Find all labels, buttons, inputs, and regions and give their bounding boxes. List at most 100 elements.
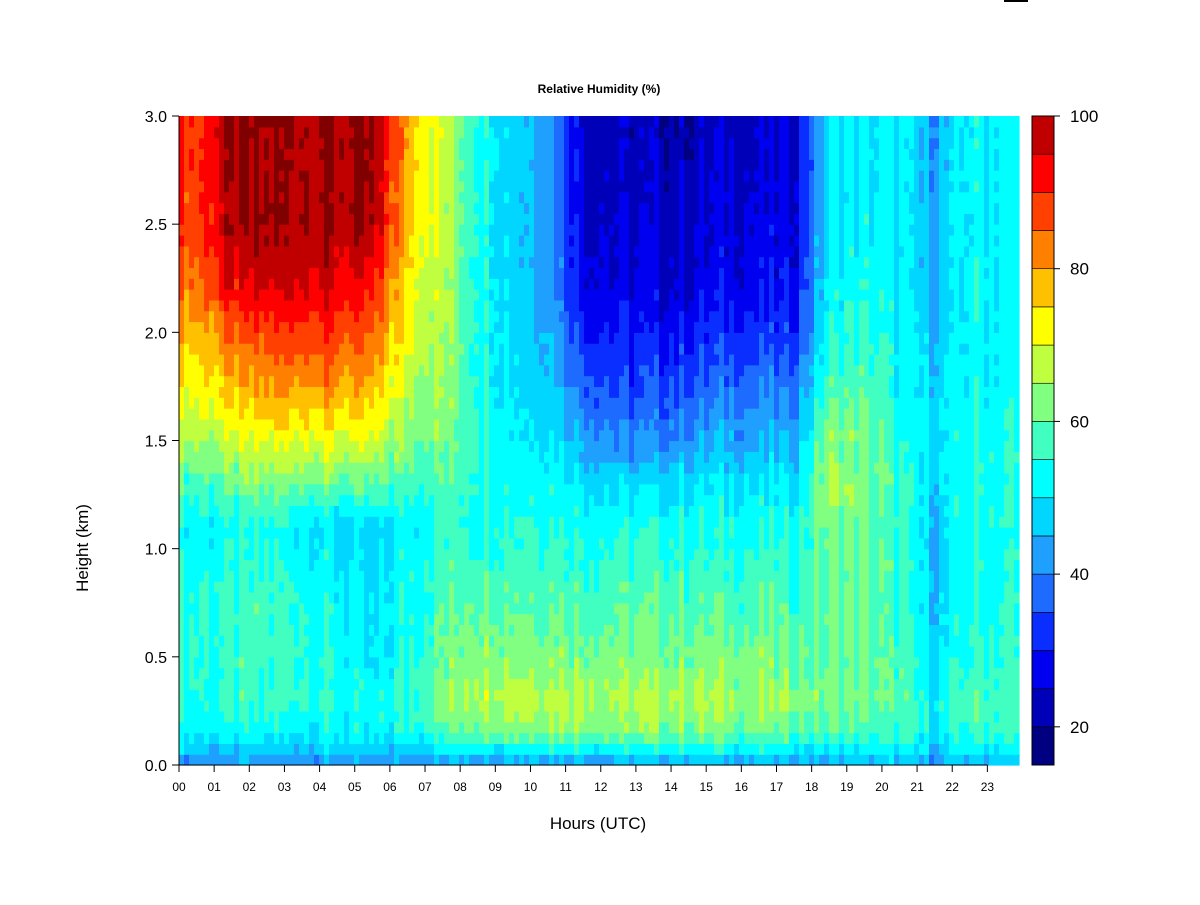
heatmap-cell (379, 602, 385, 615)
heatmap-cell (524, 732, 530, 744)
heatmap-cell (214, 451, 220, 463)
heatmap-cell (449, 548, 455, 561)
heatmap-cell (564, 656, 570, 669)
heatmap-cell (524, 170, 530, 182)
heatmap-cell (519, 581, 525, 593)
heatmap-cell (274, 159, 280, 171)
heatmap-cell (534, 656, 540, 669)
heatmap-cell (249, 613, 255, 625)
heatmap-cell (249, 548, 255, 561)
heatmap-cell (419, 527, 425, 539)
heatmap-cell (489, 191, 495, 204)
heatmap-cell (244, 408, 250, 420)
heatmap-cell (589, 581, 595, 593)
heatmap-cell (484, 602, 490, 615)
heatmap-cell (299, 559, 305, 571)
heatmap-cell (284, 451, 290, 463)
heatmap-cell (279, 278, 285, 290)
heatmap-cell (399, 126, 405, 139)
heatmap-cell (279, 537, 285, 550)
heatmap-cell (429, 202, 435, 214)
heatmap-cell (469, 408, 475, 420)
heatmap-cell (434, 667, 440, 680)
heatmap-cell (479, 170, 485, 182)
heatmap-cell (244, 624, 250, 636)
heatmap-cell (269, 332, 275, 344)
heatmap-cell (484, 440, 490, 452)
heatmap-cell (229, 408, 235, 420)
heatmap-cell (459, 116, 465, 128)
heatmap-cell (394, 159, 400, 171)
heatmap-cell (179, 224, 185, 236)
heatmap-cell (259, 700, 265, 712)
heatmap-cell (214, 646, 220, 658)
heatmap-cell (284, 267, 290, 279)
heatmap-cell (214, 602, 220, 615)
heatmap-cell (529, 710, 535, 723)
heatmap-cell (359, 364, 365, 377)
heatmap-cell (419, 494, 425, 506)
heatmap-cell (474, 386, 480, 398)
heatmap-cell (354, 256, 360, 269)
heatmap-cell (404, 116, 410, 128)
heatmap-cell (304, 732, 310, 744)
heatmap-cell (189, 343, 195, 355)
heatmap-cell (519, 310, 525, 323)
heatmap-cell (239, 418, 245, 431)
heatmap-cell (569, 126, 575, 139)
heatmap-cell (544, 375, 550, 388)
heatmap-cell (519, 418, 525, 431)
heatmap-cell (374, 613, 380, 625)
heatmap-cell (309, 462, 315, 474)
heatmap-cell (309, 516, 315, 528)
heatmap-cell (539, 170, 545, 182)
heatmap-cell (584, 159, 590, 171)
heatmap-cell (369, 321, 375, 333)
heatmap-cell (234, 548, 240, 561)
heatmap-cell (454, 440, 460, 452)
heatmap-cell (369, 754, 375, 766)
heatmap-cell (544, 602, 550, 615)
heatmap-cell (254, 429, 260, 442)
heatmap-cell (289, 754, 295, 766)
heatmap-cell (334, 570, 340, 582)
heatmap-cell (354, 137, 360, 150)
heatmap-cell (584, 548, 590, 561)
heatmap-cell (534, 451, 540, 463)
heatmap-cell (564, 289, 570, 301)
heatmap-cell (489, 343, 495, 355)
heatmap-cell (254, 353, 260, 366)
heatmap-cell (414, 613, 420, 625)
heatmap-cell (274, 591, 280, 604)
heatmap-cell (184, 267, 190, 279)
heatmap-cell (244, 116, 250, 128)
heatmap-cell (504, 710, 510, 723)
heatmap-cell (264, 278, 270, 290)
heatmap-cell (509, 310, 515, 323)
heatmap-cell (509, 126, 515, 139)
heatmap-cell (339, 440, 345, 452)
heatmap-cell (224, 624, 230, 636)
heatmap-cell (459, 375, 465, 388)
heatmap-cell (434, 462, 440, 474)
heatmap-cell (544, 591, 550, 604)
heatmap-cell (224, 126, 230, 139)
heatmap-cell (399, 451, 405, 463)
heatmap-cell (344, 408, 350, 420)
heatmap-cell (344, 137, 350, 150)
heatmap-cell (249, 245, 255, 258)
heatmap-cell (349, 516, 355, 528)
heatmap-cell (454, 710, 460, 723)
heatmap-cell (449, 310, 455, 323)
heatmap-cell (344, 710, 350, 723)
heatmap-cell (384, 732, 390, 744)
heatmap-cell (344, 678, 350, 690)
heatmap-cell (199, 743, 205, 755)
heatmap-cell (294, 234, 300, 247)
heatmap-cell (264, 343, 270, 355)
heatmap-cell (364, 224, 370, 236)
heatmap-cell (584, 559, 590, 571)
heatmap-cell (364, 646, 370, 658)
heatmap-cell (584, 678, 590, 690)
heatmap-cell (569, 234, 575, 247)
